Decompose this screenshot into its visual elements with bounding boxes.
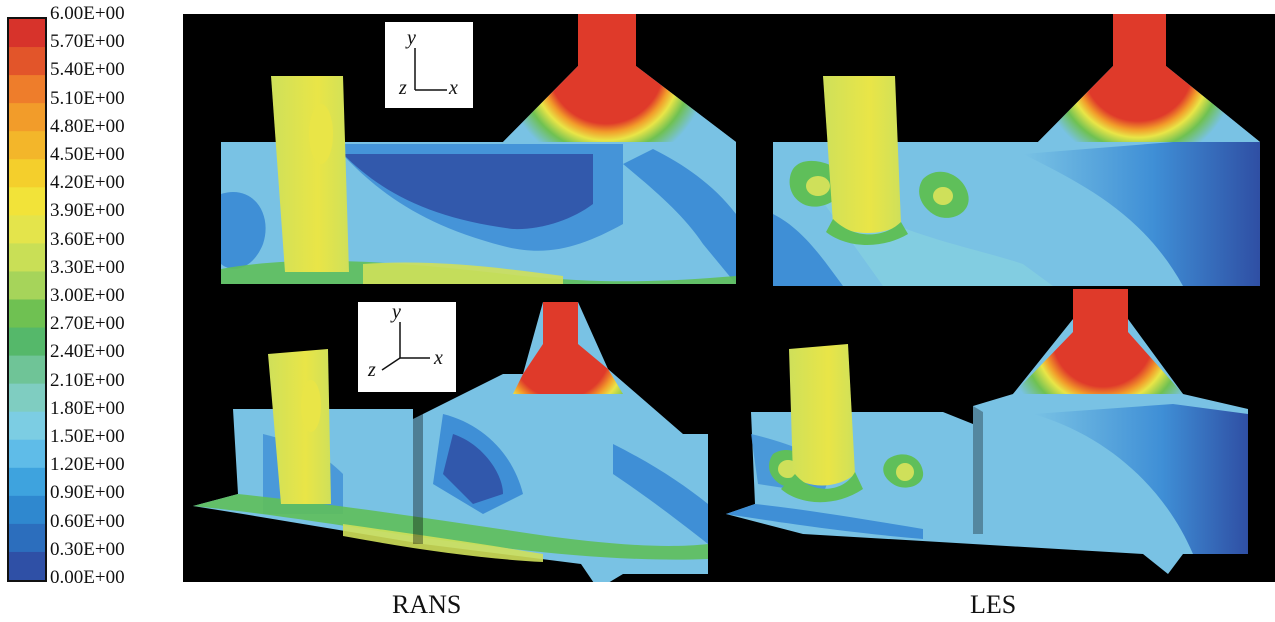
axes-triad-bottom-lines [381,322,430,371]
colorbar-tick-label: 3.90E+00 [50,200,125,222]
axes-triad-top: y z x [385,22,473,108]
colorbar-tick-label: 0.30E+00 [50,538,125,560]
les-bottom-contour [726,289,1248,574]
colorbar-band [9,131,45,160]
axis-label-y: y [392,301,401,323]
colorbar-tick-label: 1.80E+00 [50,397,125,419]
colorbar-tick-label: 4.50E+00 [50,144,125,165]
axes-triad-bottom: y z x [358,302,456,392]
colorbar-legend [7,17,47,582]
colorbar-tick-label: 0.60E+00 [50,510,125,532]
colorbar-tick-label: 0.90E+00 [50,482,125,504]
rans-bottom-contour [193,302,708,582]
colorbar-tick-label: 4.20E+00 [50,172,125,194]
colorbar-band [9,159,45,188]
contour-plot-panel [183,14,1275,582]
colorbar-band [9,47,45,76]
colorbar-tick-label: 1.20E+00 [50,454,125,476]
colorbar-tick-label: 0.00E+00 [50,567,125,588]
axis-label-z: z [399,77,407,99]
colorbar-band [9,523,45,553]
axes-triad-top-lines [414,48,447,91]
colorbar-band [9,299,45,329]
axis-label-z: z [368,359,376,381]
colorbar-tick-labels: 6.00E+00 5.70E+00 5.40E+00 5.10E+00 4.80E+00… [50,0,185,600]
colorbar-tick-label: 3.60E+00 [50,228,125,250]
colorbar-band [9,411,45,441]
colorbar-tick-label: 2.10E+00 [50,369,125,391]
colorbar-tick-label: 1.50E+00 [50,426,125,447]
axis-label-x: x [449,77,458,99]
caption-les: LES [970,590,1017,619]
colorbar-band [9,355,45,385]
colorbar-tick-label: 4.80E+00 [50,115,125,137]
colorbar-gradient [9,19,45,580]
colorbar-band [9,75,45,104]
colorbar-band [9,383,45,413]
axis-label-y: y [407,27,416,49]
colorbar-band [9,467,45,497]
les-top-contour [773,14,1260,286]
colorbar-band [9,215,45,244]
caption-rans: RANS [392,590,462,619]
colorbar-tick-label: 3.30E+00 [50,256,125,278]
colorbar-band [9,103,45,132]
colorbar-band [9,187,45,216]
colorbar-tick-label: 5.70E+00 [50,31,125,53]
colorbar-band [9,19,45,48]
colorbar-band [9,551,45,580]
colorbar-tick-label: 3.00E+00 [50,285,125,306]
colorbar-tick-label: 2.70E+00 [50,313,125,335]
colorbar-tick-label: 5.40E+00 [50,59,125,81]
colorbar-band [9,439,45,469]
colorbar-band [9,495,45,525]
colorbar-band [9,271,45,301]
rans-top-contour [221,14,736,284]
colorbar-tick-label: 5.10E+00 [50,87,125,109]
colorbar-band [9,243,45,273]
colorbar-tick-label: 2.40E+00 [50,341,125,363]
colorbar-tick-label: 6.00E+00 [50,3,125,24]
colorbar-band [9,327,45,357]
axis-label-x: x [434,347,443,369]
contour-plots [193,14,1260,582]
